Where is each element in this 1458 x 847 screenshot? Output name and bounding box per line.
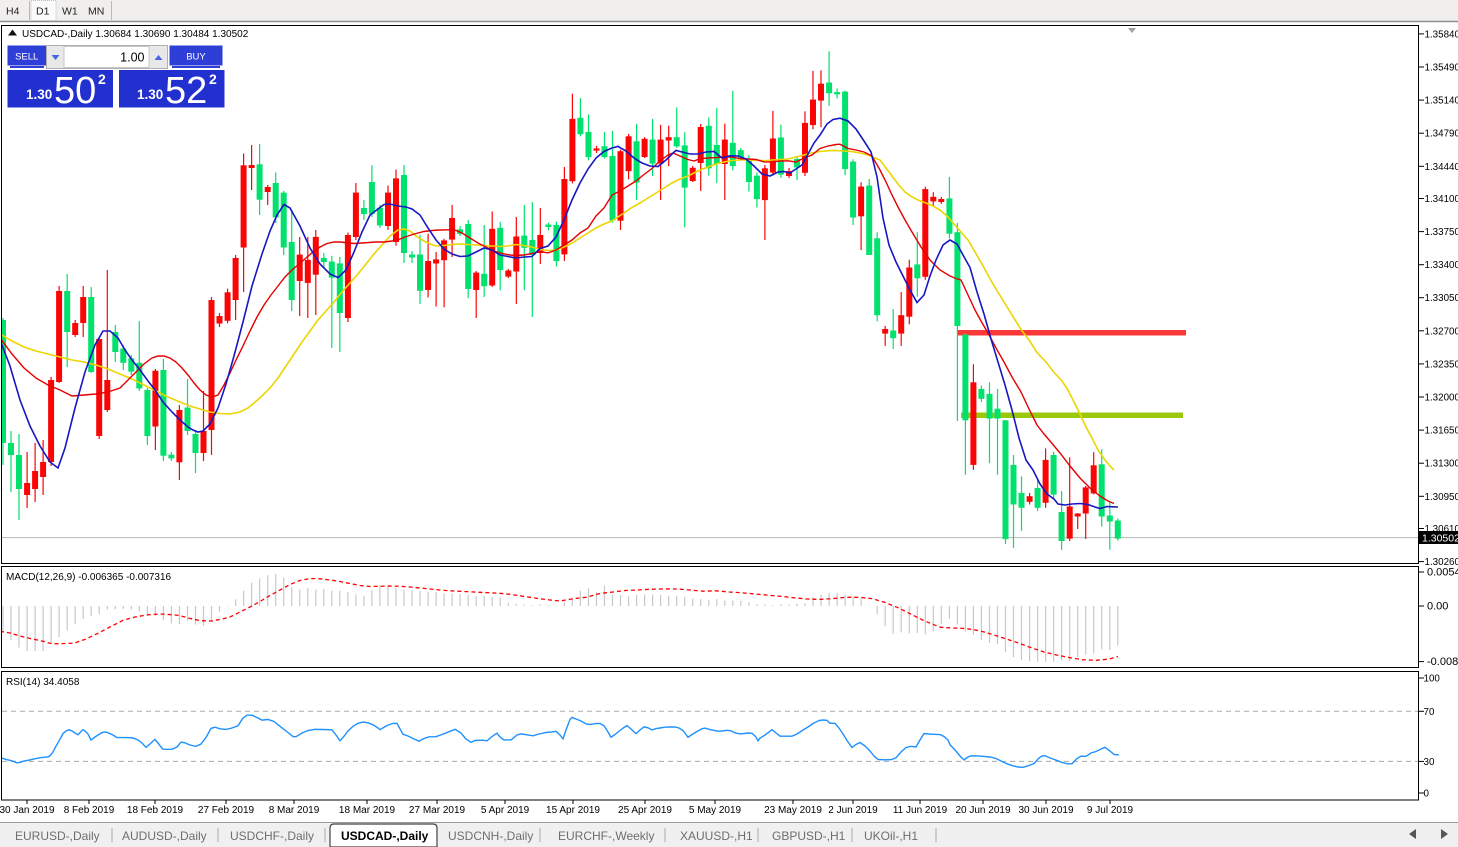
svg-text:1.35140: 1.35140	[1425, 96, 1458, 107]
svg-text:70: 70	[1424, 707, 1435, 718]
svg-text:2 Jun 2019: 2 Jun 2019	[828, 805, 878, 816]
svg-text:W1: W1	[62, 6, 78, 18]
svg-text:0.00: 0.00	[1427, 601, 1448, 613]
svg-text:D1: D1	[36, 6, 50, 18]
svg-text:1.34100: 1.34100	[1425, 194, 1458, 205]
svg-text:25 Apr 2019: 25 Apr 2019	[618, 805, 672, 816]
svg-text:MACD(12,26,9) -0.006365 -0.007: MACD(12,26,9) -0.006365 -0.007316	[6, 572, 172, 583]
svg-text:0: 0	[1424, 789, 1430, 800]
svg-text:23 May 2019: 23 May 2019	[764, 805, 822, 816]
svg-text:1.33050: 1.33050	[1425, 293, 1458, 304]
svg-text:GBPUSD-,H1: GBPUSD-,H1	[772, 829, 846, 843]
svg-text:RSI(14) 34.4058: RSI(14) 34.4058	[6, 677, 80, 688]
svg-text:1.00: 1.00	[120, 51, 144, 65]
svg-text:EURCHF-,Weekly: EURCHF-,Weekly	[558, 829, 654, 843]
svg-text:USDCNH-,Daily: USDCNH-,Daily	[448, 829, 533, 843]
svg-text:1.30260: 1.30260	[1425, 557, 1458, 568]
svg-text:11 Jun 2019: 11 Jun 2019	[893, 805, 948, 816]
svg-text:8 Feb 2019: 8 Feb 2019	[64, 805, 115, 816]
svg-text:27 Feb 2019: 27 Feb 2019	[198, 805, 255, 816]
svg-text:100: 100	[1424, 674, 1441, 685]
svg-text:18 Mar 2019: 18 Mar 2019	[339, 805, 396, 816]
svg-text:1.32350: 1.32350	[1425, 359, 1458, 370]
svg-text:USDCHF-,Daily: USDCHF-,Daily	[230, 829, 314, 843]
svg-text:1.32700: 1.32700	[1425, 326, 1458, 337]
svg-text:1.34790: 1.34790	[1425, 129, 1458, 140]
svg-text:-0.00897: -0.00897	[1427, 656, 1458, 668]
svg-text:8 Mar 2019: 8 Mar 2019	[269, 805, 320, 816]
svg-text:MN: MN	[88, 6, 104, 18]
svg-text:2: 2	[98, 71, 106, 87]
svg-text:1.31650: 1.31650	[1425, 426, 1458, 437]
svg-text:50: 50	[54, 70, 96, 112]
svg-text:USDCAD-,Daily 1.30684 1.30690: USDCAD-,Daily 1.30684 1.30690 1.30484 1.…	[22, 29, 249, 40]
svg-text:5 May 2019: 5 May 2019	[689, 805, 742, 816]
svg-text:SELL: SELL	[15, 52, 38, 63]
svg-text:1.33400: 1.33400	[1425, 260, 1458, 271]
svg-text:20 Jun 2019: 20 Jun 2019	[955, 805, 1010, 816]
svg-text:UKOil-,H1: UKOil-,H1	[864, 829, 918, 843]
svg-text:1.31300: 1.31300	[1425, 459, 1458, 470]
svg-text:30 Jan 2019: 30 Jan 2019	[0, 805, 55, 816]
svg-text:27 Mar 2019: 27 Mar 2019	[409, 805, 466, 816]
svg-text:9 Jul 2019: 9 Jul 2019	[1087, 805, 1134, 816]
svg-text:30: 30	[1424, 757, 1435, 768]
svg-text:AUDUSD-,Daily: AUDUSD-,Daily	[122, 829, 207, 843]
svg-text:1.35490: 1.35490	[1425, 63, 1458, 74]
svg-text:18 Feb 2019: 18 Feb 2019	[127, 805, 184, 816]
svg-text:2: 2	[209, 71, 217, 87]
svg-text:1.30: 1.30	[137, 87, 163, 102]
svg-text:1.34440: 1.34440	[1425, 162, 1458, 173]
svg-text:5 Apr 2019: 5 Apr 2019	[481, 805, 530, 816]
svg-text:EURUSD-,Daily: EURUSD-,Daily	[15, 829, 100, 843]
svg-text:1.32000: 1.32000	[1425, 393, 1458, 404]
svg-text:52: 52	[165, 70, 207, 112]
svg-text:XAUUSD-,H1: XAUUSD-,H1	[680, 829, 753, 843]
svg-text:BUY: BUY	[186, 52, 206, 63]
svg-text:1.35840: 1.35840	[1425, 29, 1458, 40]
svg-text:1.30: 1.30	[26, 87, 52, 102]
svg-text:1.30610: 1.30610	[1425, 524, 1458, 535]
svg-text:1.30502: 1.30502	[1422, 533, 1458, 545]
svg-text:30 Jun 2019: 30 Jun 2019	[1018, 805, 1073, 816]
svg-text:1.33750: 1.33750	[1425, 227, 1458, 238]
svg-text:0.005484: 0.005484	[1427, 567, 1458, 579]
svg-text:1.30950: 1.30950	[1425, 492, 1458, 503]
svg-text:USDCAD-,Daily: USDCAD-,Daily	[341, 829, 429, 843]
svg-text:15 Apr 2019: 15 Apr 2019	[546, 805, 600, 816]
svg-text:H4: H4	[6, 6, 20, 18]
